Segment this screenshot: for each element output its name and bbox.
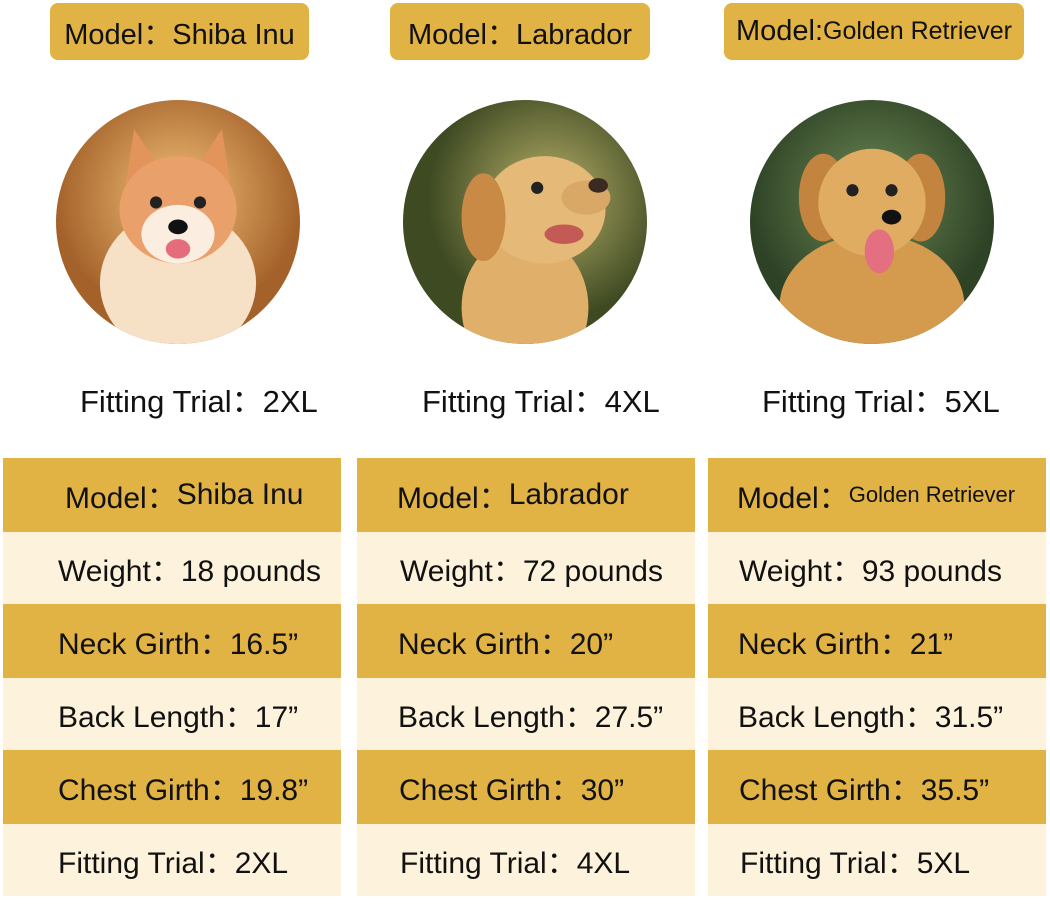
table-row-back: Back Length：17” [3, 678, 341, 750]
shiba-inu-photo [56, 100, 300, 344]
table-row-neck: Neck Girth：20” [357, 604, 695, 678]
table-row-model: Model： Labrador [357, 458, 695, 532]
model-value: Shiba Inu [176, 478, 304, 511]
size-table-labrador: Model： Labrador Weight：72 pounds Neck Gir… [357, 458, 695, 896]
table-row-model: Model： Shiba Inu [3, 458, 341, 532]
fitting-trial-labrador: Fitting Trial：4XL [422, 384, 660, 419]
golden-retriever-photo [750, 100, 994, 344]
size-table-shiba: Model： Shiba Inu Weight：18 pounds Neck Gi… [3, 458, 341, 896]
model-prefix: Model： [397, 482, 509, 515]
size-table-golden: Model： Golden Retriever Weight：93 pounds … [708, 458, 1046, 896]
table-row-weight: Weight：18 pounds [3, 532, 341, 604]
table-row-weight: Weight：72 pounds [357, 532, 695, 604]
model-value: Labrador [508, 478, 629, 511]
model-prefix: Model： [65, 482, 177, 515]
model-label-golden: Model: Golden Retriever [724, 3, 1024, 60]
table-row-weight: Weight：93 pounds [708, 532, 1046, 604]
table-row-neck: Neck Girth：16.5” [3, 604, 341, 678]
table-row-back: Back Length：27.5” [357, 678, 695, 750]
table-row-fitting: Fitting Trial：5XL [708, 824, 1046, 896]
table-row-neck: Neck Girth：21” [708, 604, 1046, 678]
table-row-chest: Chest Girth：30” [357, 750, 695, 824]
table-row-back: Back Length：31.5” [708, 678, 1046, 750]
model-label-shiba: Model：Shiba Inu [50, 3, 309, 60]
fitting-trial-golden: Fitting Trial：5XL [762, 384, 1000, 419]
table-row-fitting: Fitting Trial：4XL [357, 824, 695, 896]
model-label-prefix: Model: [735, 15, 824, 47]
table-row-fitting: Fitting Trial：2XL [3, 824, 341, 896]
fitting-trial-shiba: Fitting Trial：2XL [80, 384, 318, 419]
model-value: Golden Retriever [848, 482, 1016, 507]
table-row-chest: Chest Girth：35.5” [708, 750, 1046, 824]
labrador-photo [403, 100, 647, 344]
table-row-chest: Chest Girth：19.8” [3, 750, 341, 824]
table-row-model: Model： Golden Retriever [708, 458, 1046, 532]
model-label-name: Golden Retriever [823, 17, 1013, 45]
model-prefix: Model： [737, 482, 849, 515]
model-label-labrador: Model：Labrador [390, 3, 650, 60]
